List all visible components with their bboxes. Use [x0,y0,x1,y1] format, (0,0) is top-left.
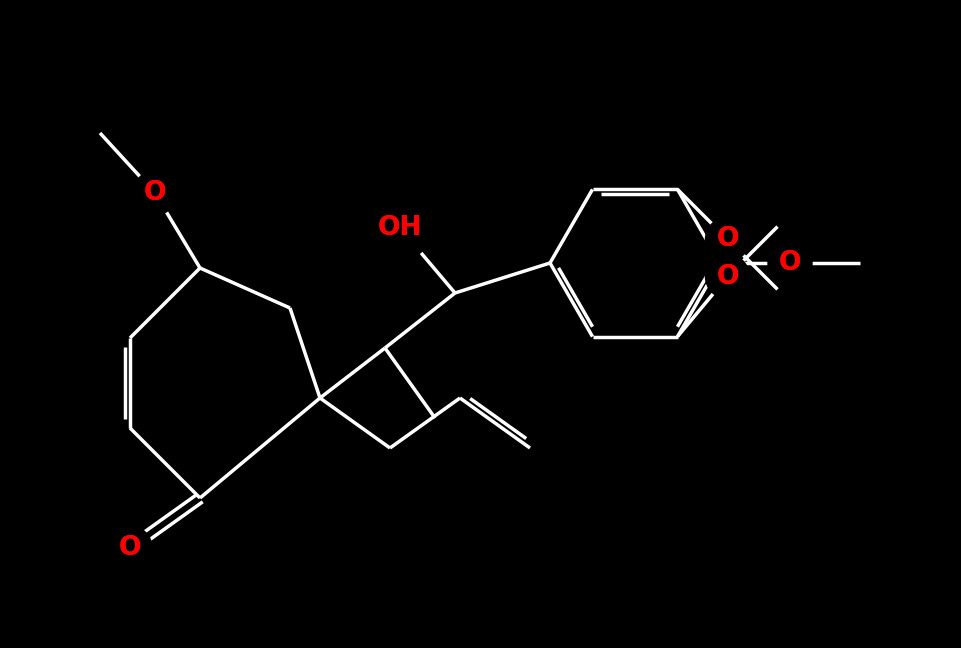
Circle shape [133,171,177,215]
Text: OH: OH [378,215,422,241]
Text: O: O [716,226,739,252]
Circle shape [768,241,812,285]
Circle shape [368,196,432,260]
Text: O: O [144,180,166,206]
Text: O: O [716,264,739,290]
Text: OH: OH [378,215,422,241]
Text: O: O [716,264,739,290]
Text: O: O [778,250,801,276]
Circle shape [705,255,750,299]
Text: O: O [119,535,141,561]
Text: O: O [716,226,739,252]
Text: O: O [778,250,801,276]
Text: O: O [144,180,166,206]
Circle shape [705,217,750,261]
Circle shape [108,526,152,570]
Text: O: O [119,535,141,561]
